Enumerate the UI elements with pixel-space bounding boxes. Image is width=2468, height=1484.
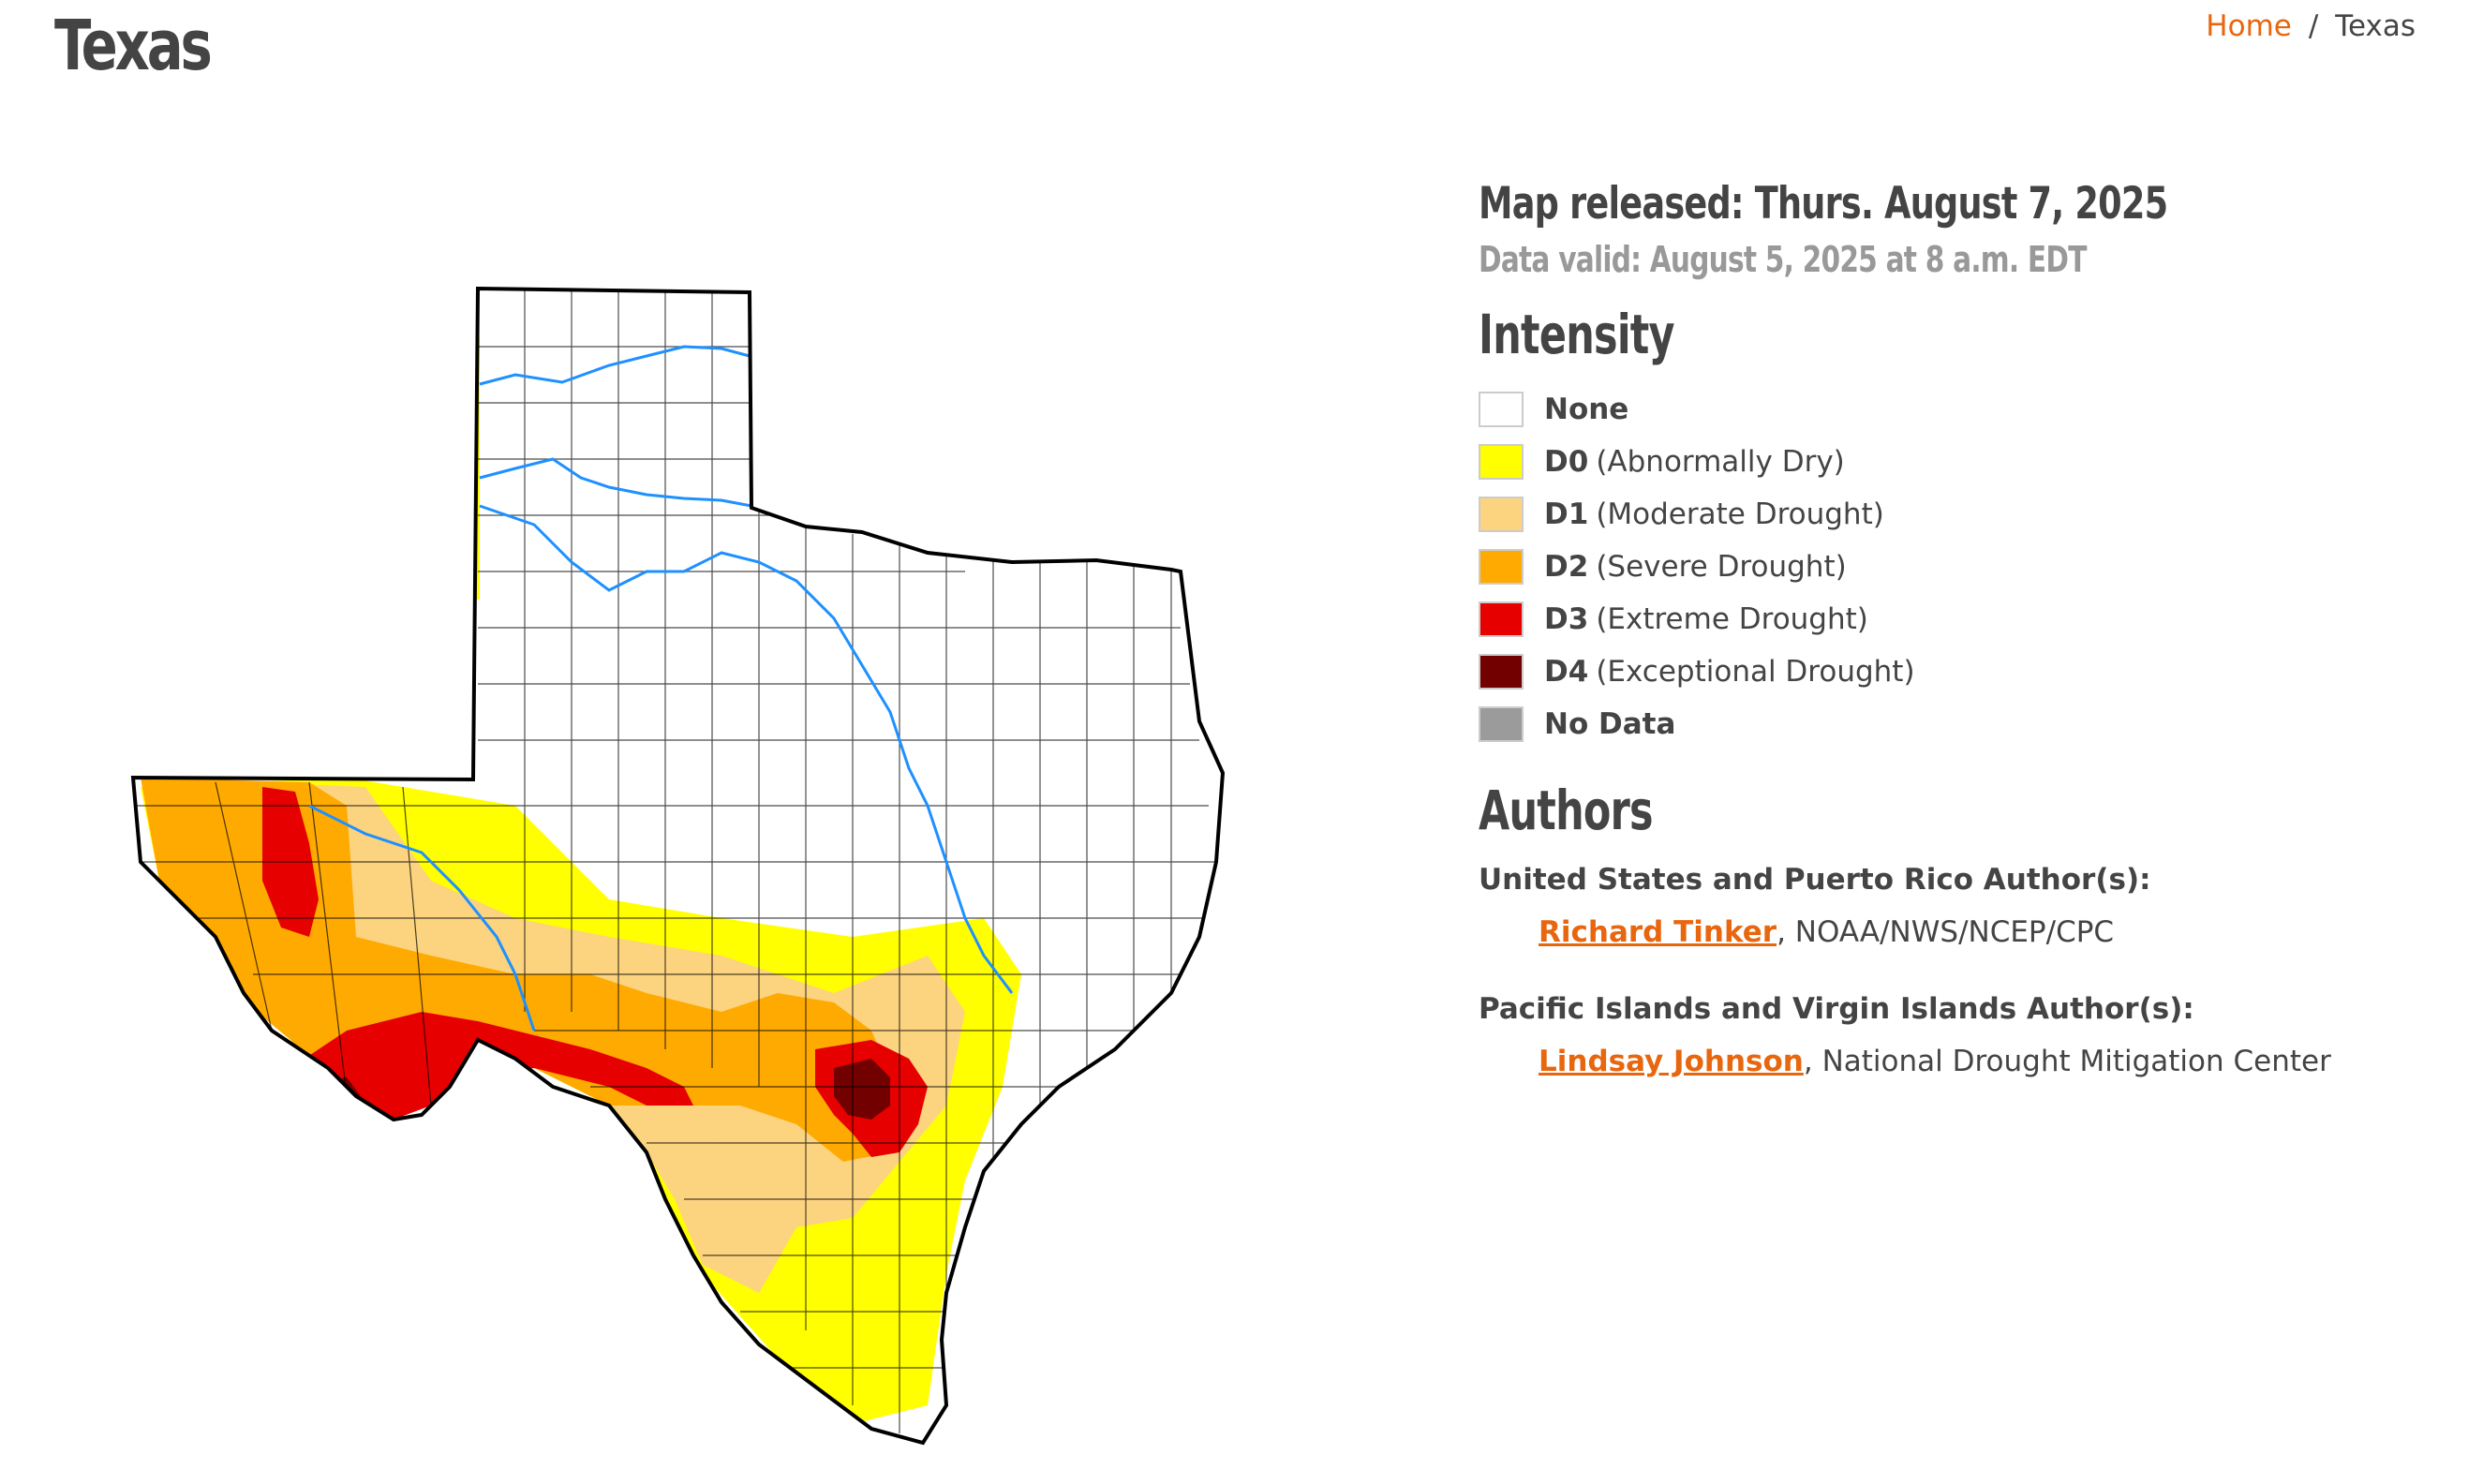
breadcrumb-separator: / [2308, 9, 2319, 43]
legend-swatch-d4 [1479, 654, 1524, 690]
author-affiliation: , NOAA/NWS/NCEP/CPC [1777, 915, 2115, 949]
legend-code: D2 [1544, 550, 1589, 584]
authors-heading: Authors [1479, 779, 1654, 842]
author-pacific: Lindsay Johnson, National Drought Mitiga… [1539, 1045, 2416, 1078]
breadcrumb-current: Texas [2335, 9, 2416, 43]
rivers [308, 345, 1014, 1031]
legend-code: D4 [1544, 655, 1589, 689]
legend-code: None [1544, 393, 1629, 426]
legend-code: D3 [1544, 602, 1589, 636]
legend-swatch-d1 [1479, 497, 1524, 532]
author-us: Richard Tinker, NOAA/NWS/NCEP/CPC [1539, 915, 2416, 949]
author-link-lindsay-johnson[interactable]: Lindsay Johnson [1539, 1045, 1804, 1078]
brazos-river [479, 504, 1014, 994]
breadcrumb: Home / Texas [2206, 9, 2416, 43]
legend-item-d1: D1 (Moderate Drought) [1479, 488, 2416, 541]
legend-item-d0: D0 (Abnormally Dry) [1479, 436, 2416, 488]
author-group-us-label: United States and Puerto Rico Author(s): [1479, 863, 2151, 897]
county-grid [133, 289, 1218, 1433]
legend-label: (Abnormally Dry) [1596, 445, 1845, 479]
legend-swatch-no-data [1479, 706, 1524, 742]
legend-item-no-data: No Data [1479, 698, 2416, 750]
breadcrumb-home-link[interactable]: Home [2206, 9, 2292, 43]
legend-swatch-d3 [1479, 601, 1524, 637]
legend-swatch-none [1479, 392, 1524, 427]
intensity-heading: Intensity [1479, 303, 1675, 366]
intensity-legend: None D0 (Abnormally Dry) D1 (Moderate Dr… [1479, 383, 2416, 750]
legend-swatch-d2 [1479, 549, 1524, 585]
legend-item-d2: D2 (Severe Drought) [1479, 541, 2416, 593]
legend-label: (Exceptional Drought) [1596, 655, 1915, 689]
legend-code: D1 [1544, 497, 1589, 531]
legend-item-d3: D3 (Extreme Drought) [1479, 593, 2416, 646]
data-valid-date: Data valid: August 5, 2025 at 8 a.m. EDT [1479, 239, 2087, 280]
legend-code: No Data [1544, 707, 1676, 741]
legend-label: (Extreme Drought) [1596, 602, 1868, 636]
legend-item-none: None [1479, 383, 2416, 436]
d4-area-central [834, 1059, 890, 1120]
page-title: Texas [54, 6, 213, 86]
texas-outline [130, 286, 1226, 1446]
drought-map [122, 281, 1377, 1462]
legend-label: (Moderate Drought) [1596, 497, 1884, 531]
author-affiliation: , National Drought Mitigation Center [1803, 1045, 2331, 1078]
map-released-date: Map released: Thurs. August 7, 2025 [1479, 178, 2168, 230]
legend-code: D0 [1544, 445, 1589, 479]
legend-label: (Severe Drought) [1596, 550, 1847, 584]
map-info-panel: Map released: Thurs. August 7, 2025 Data… [1479, 178, 2416, 1078]
pecos-river [308, 804, 536, 1031]
legend-item-d4: D4 (Exceptional Drought) [1479, 646, 2416, 698]
red-river [479, 457, 752, 508]
author-group-pacific-label: Pacific Islands and Virgin Islands Autho… [1479, 992, 2194, 1026]
author-link-richard-tinker[interactable]: Richard Tinker [1539, 915, 1777, 949]
texas-drought-map-svg [130, 286, 1226, 1446]
canadian-river [479, 345, 751, 386]
legend-swatch-d0 [1479, 444, 1524, 480]
